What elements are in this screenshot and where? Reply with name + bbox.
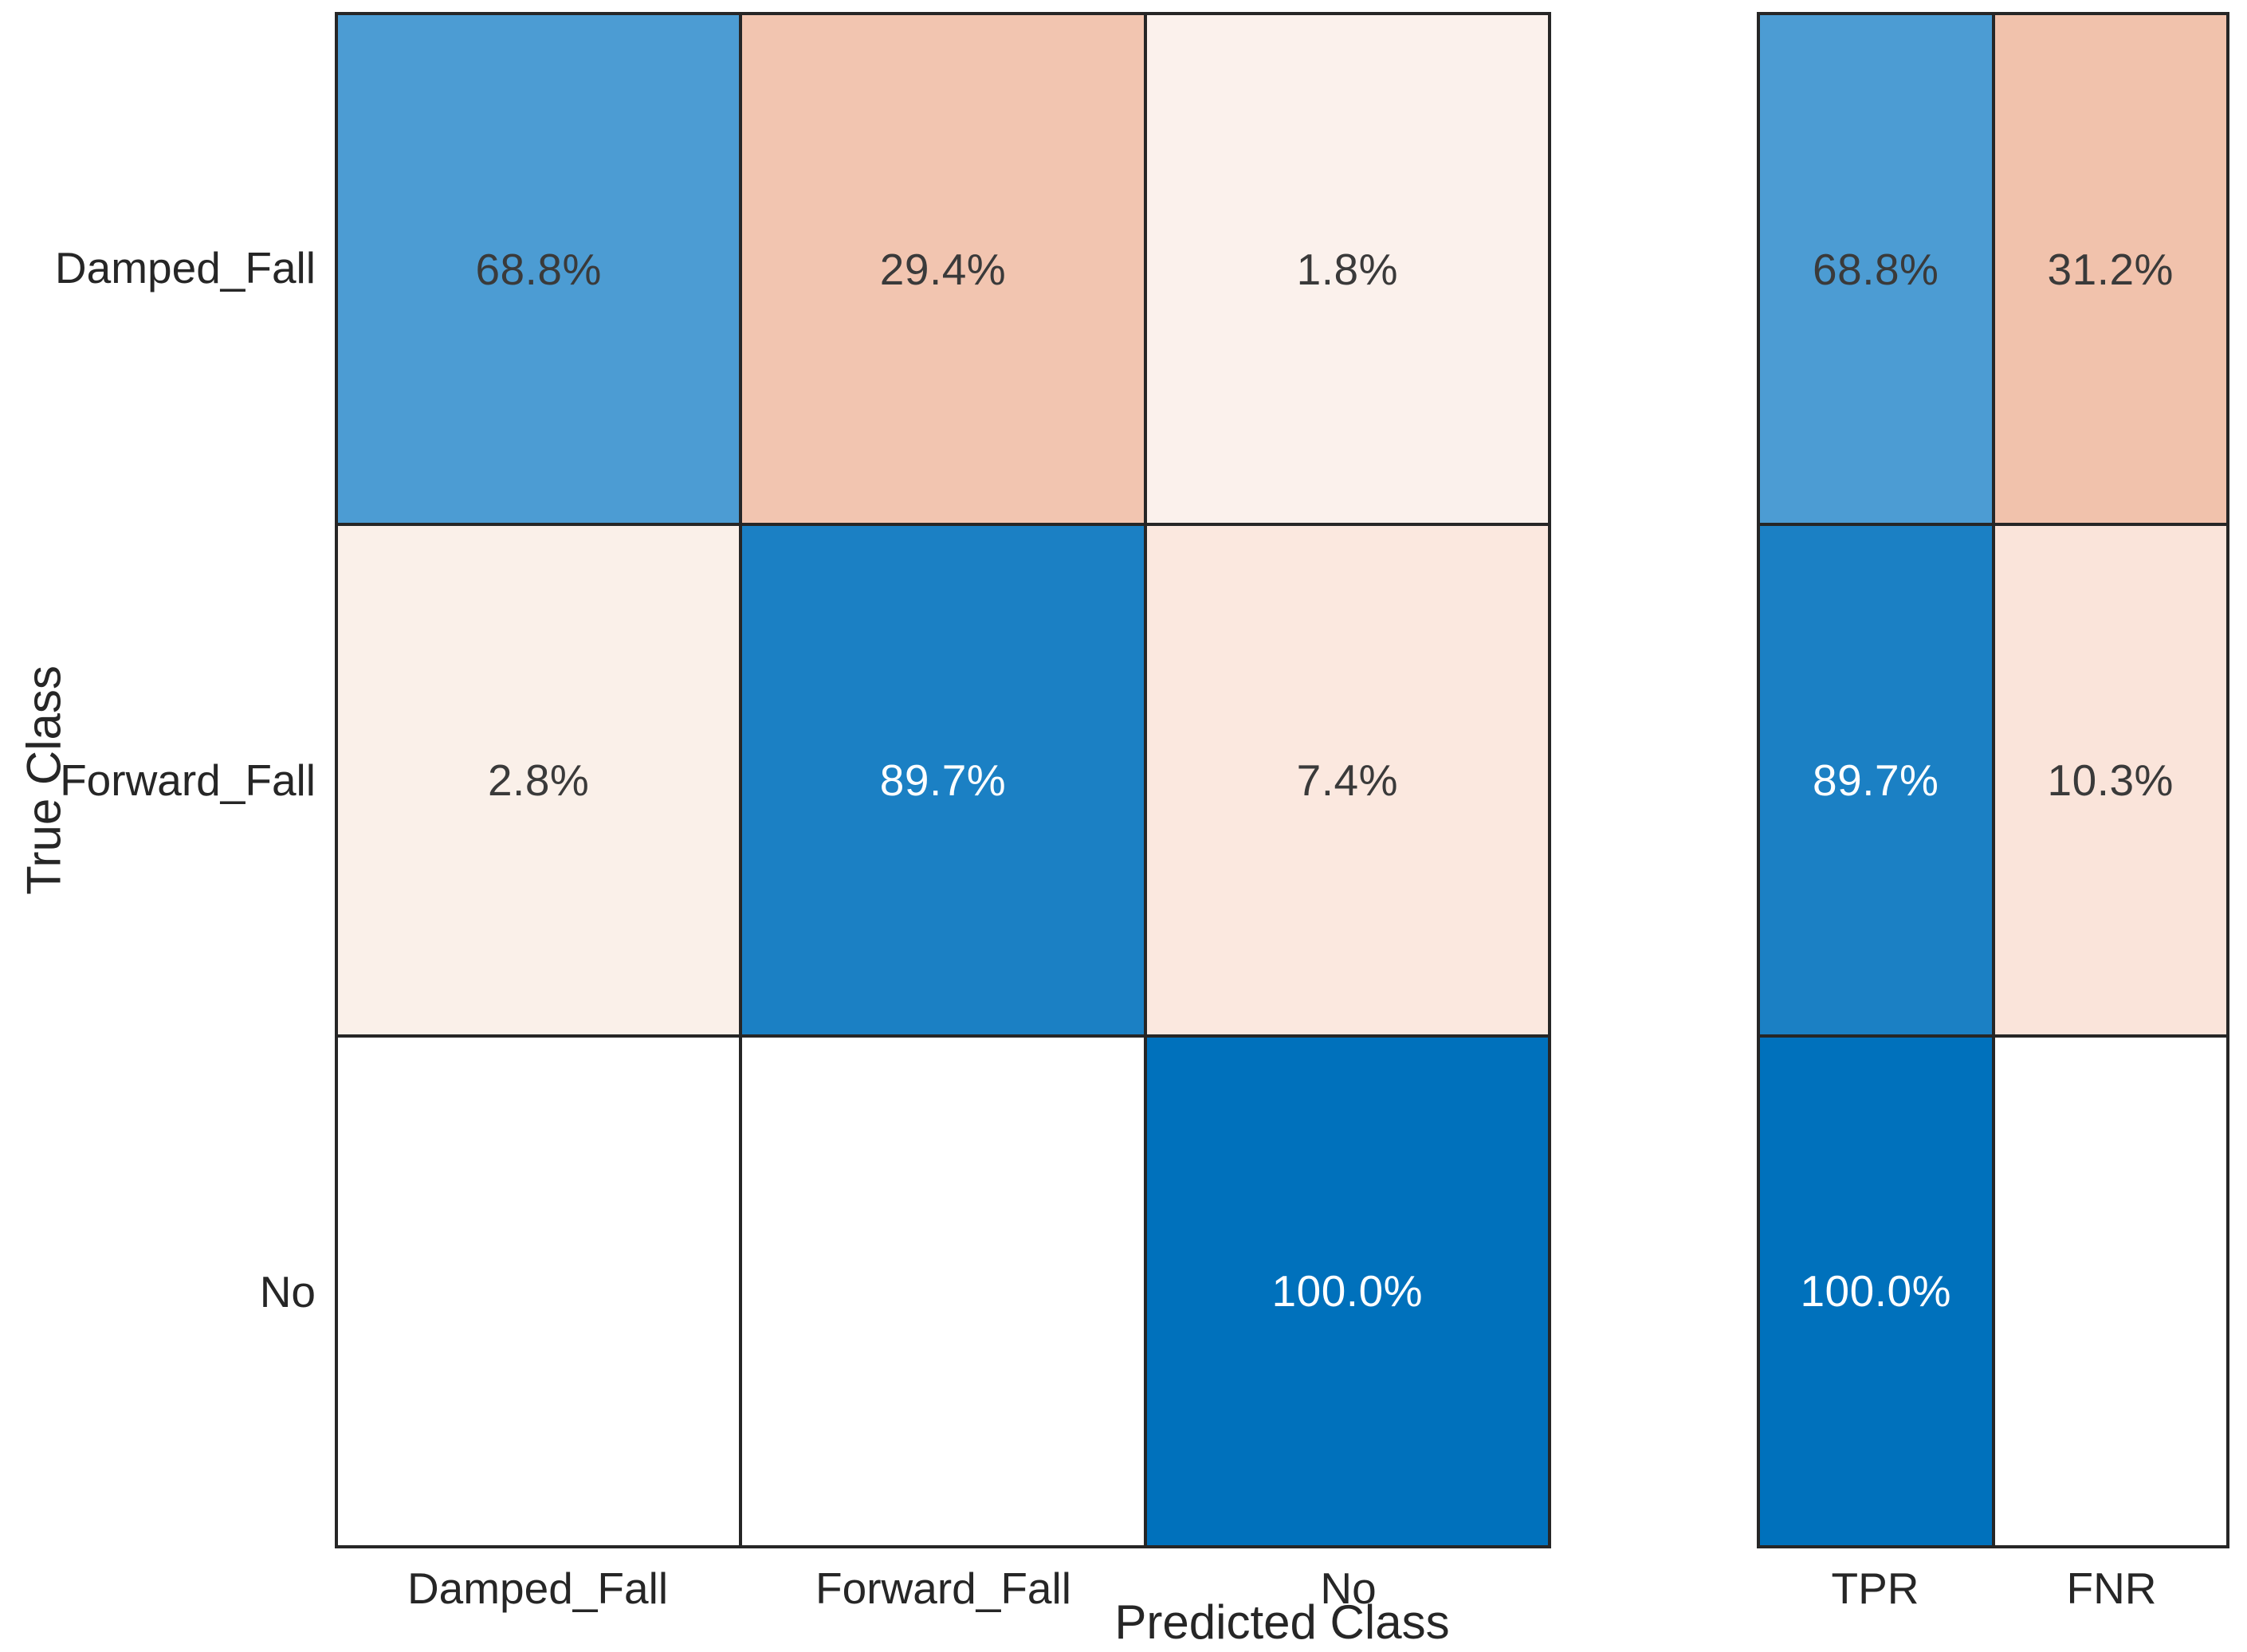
- x-axis-label: Predicted Class: [1114, 1595, 1450, 1649]
- summary-cell-r2-fnr: [1993, 1035, 2228, 1547]
- y-tick-no: No: [259, 1267, 316, 1316]
- matrix-cell-r1c2: 7.4%: [1145, 524, 1550, 1036]
- matrix-cell-r1c1: 89.7%: [740, 524, 1145, 1036]
- summary-cell-r1-tpr: 89.7%: [1758, 524, 1994, 1036]
- row-summary-grid: 68.8% 31.2% 89.7% 10.3% 100.0%: [1757, 12, 2229, 1548]
- summary-cell-r2-tpr: 100.0%: [1758, 1035, 1994, 1547]
- summary-cell-r1-fnr: 10.3%: [1993, 524, 2228, 1036]
- matrix-cell-r2c2: 100.0%: [1145, 1035, 1550, 1547]
- confusion-matrix-grid: 68.8% 29.4% 1.8% 2.8% 89.7% 7.4% 100.0%: [335, 12, 1551, 1548]
- matrix-cell-r0c1: 29.4%: [740, 14, 1145, 525]
- matrix-cell-r0c2: 1.8%: [1145, 14, 1550, 525]
- x-tick-damped-fall: Damped_Fall: [407, 1564, 669, 1613]
- x-tick-tpr: TPR: [1831, 1564, 1919, 1613]
- matrix-cell-r1c0: 2.8%: [336, 524, 741, 1036]
- y-tick-forward-fall: Forward_Fall: [60, 755, 316, 805]
- x-tick-fnr: FNR: [2066, 1564, 2157, 1613]
- matrix-cell-r0c0: 68.8%: [336, 14, 741, 525]
- y-tick-damped-fall: Damped_Fall: [54, 243, 316, 292]
- x-tick-no: No: [1320, 1564, 1377, 1613]
- summary-cell-r0-tpr: 68.8%: [1758, 14, 1994, 525]
- matrix-cell-r2c0: [336, 1035, 741, 1547]
- matrix-cell-r2c1: [740, 1035, 1145, 1547]
- summary-cell-r0-fnr: 31.2%: [1993, 14, 2228, 525]
- x-tick-forward-fall: Forward_Fall: [815, 1564, 1071, 1613]
